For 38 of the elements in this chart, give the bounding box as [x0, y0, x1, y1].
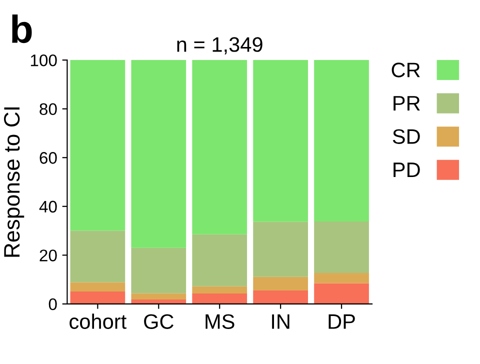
y-tick-label: 20: [40, 250, 57, 262]
bar: [314, 60, 369, 222]
bar: [253, 60, 308, 222]
bar: [253, 276, 308, 291]
legend-label: SD: [392, 129, 420, 144]
legend-label: PR: [394, 96, 420, 110]
bar: [70, 292, 126, 304]
bar: [192, 234, 248, 286]
bar: [253, 222, 308, 277]
bar: [192, 286, 248, 294]
bar: [131, 300, 186, 304]
x-tick-label: DP: [328, 314, 355, 329]
x-tick-label: GC: [144, 314, 174, 329]
bar: [131, 293, 186, 300]
y-tick-label: 0: [48, 298, 57, 310]
bar: [131, 248, 186, 294]
bar: [314, 283, 369, 304]
bar: [314, 272, 369, 284]
legend-label: CR: [392, 62, 420, 78]
chart-title: n = 1,349: [177, 37, 262, 54]
y-tick-label: 60: [40, 152, 57, 164]
y-tick-label: 40: [39, 200, 57, 213]
bar: [253, 290, 308, 304]
bar: [70, 60, 126, 231]
bar: [192, 60, 248, 234]
bar: [192, 293, 248, 304]
bar: [314, 222, 369, 273]
text: b: [12, 14, 32, 44]
x-tick-label: cohort: [70, 314, 126, 329]
x-tick-label: MS: [206, 314, 234, 329]
y-tick-label: 80: [40, 103, 57, 116]
bar: [70, 282, 126, 292]
y-tick-label: 100: [30, 54, 57, 66]
bar: [131, 60, 186, 248]
y-axis-title: Response to CI: [4, 107, 24, 257]
legend-label: PD: [394, 162, 420, 178]
bar: [70, 230, 126, 282]
x-tick-label: IN: [272, 314, 290, 329]
